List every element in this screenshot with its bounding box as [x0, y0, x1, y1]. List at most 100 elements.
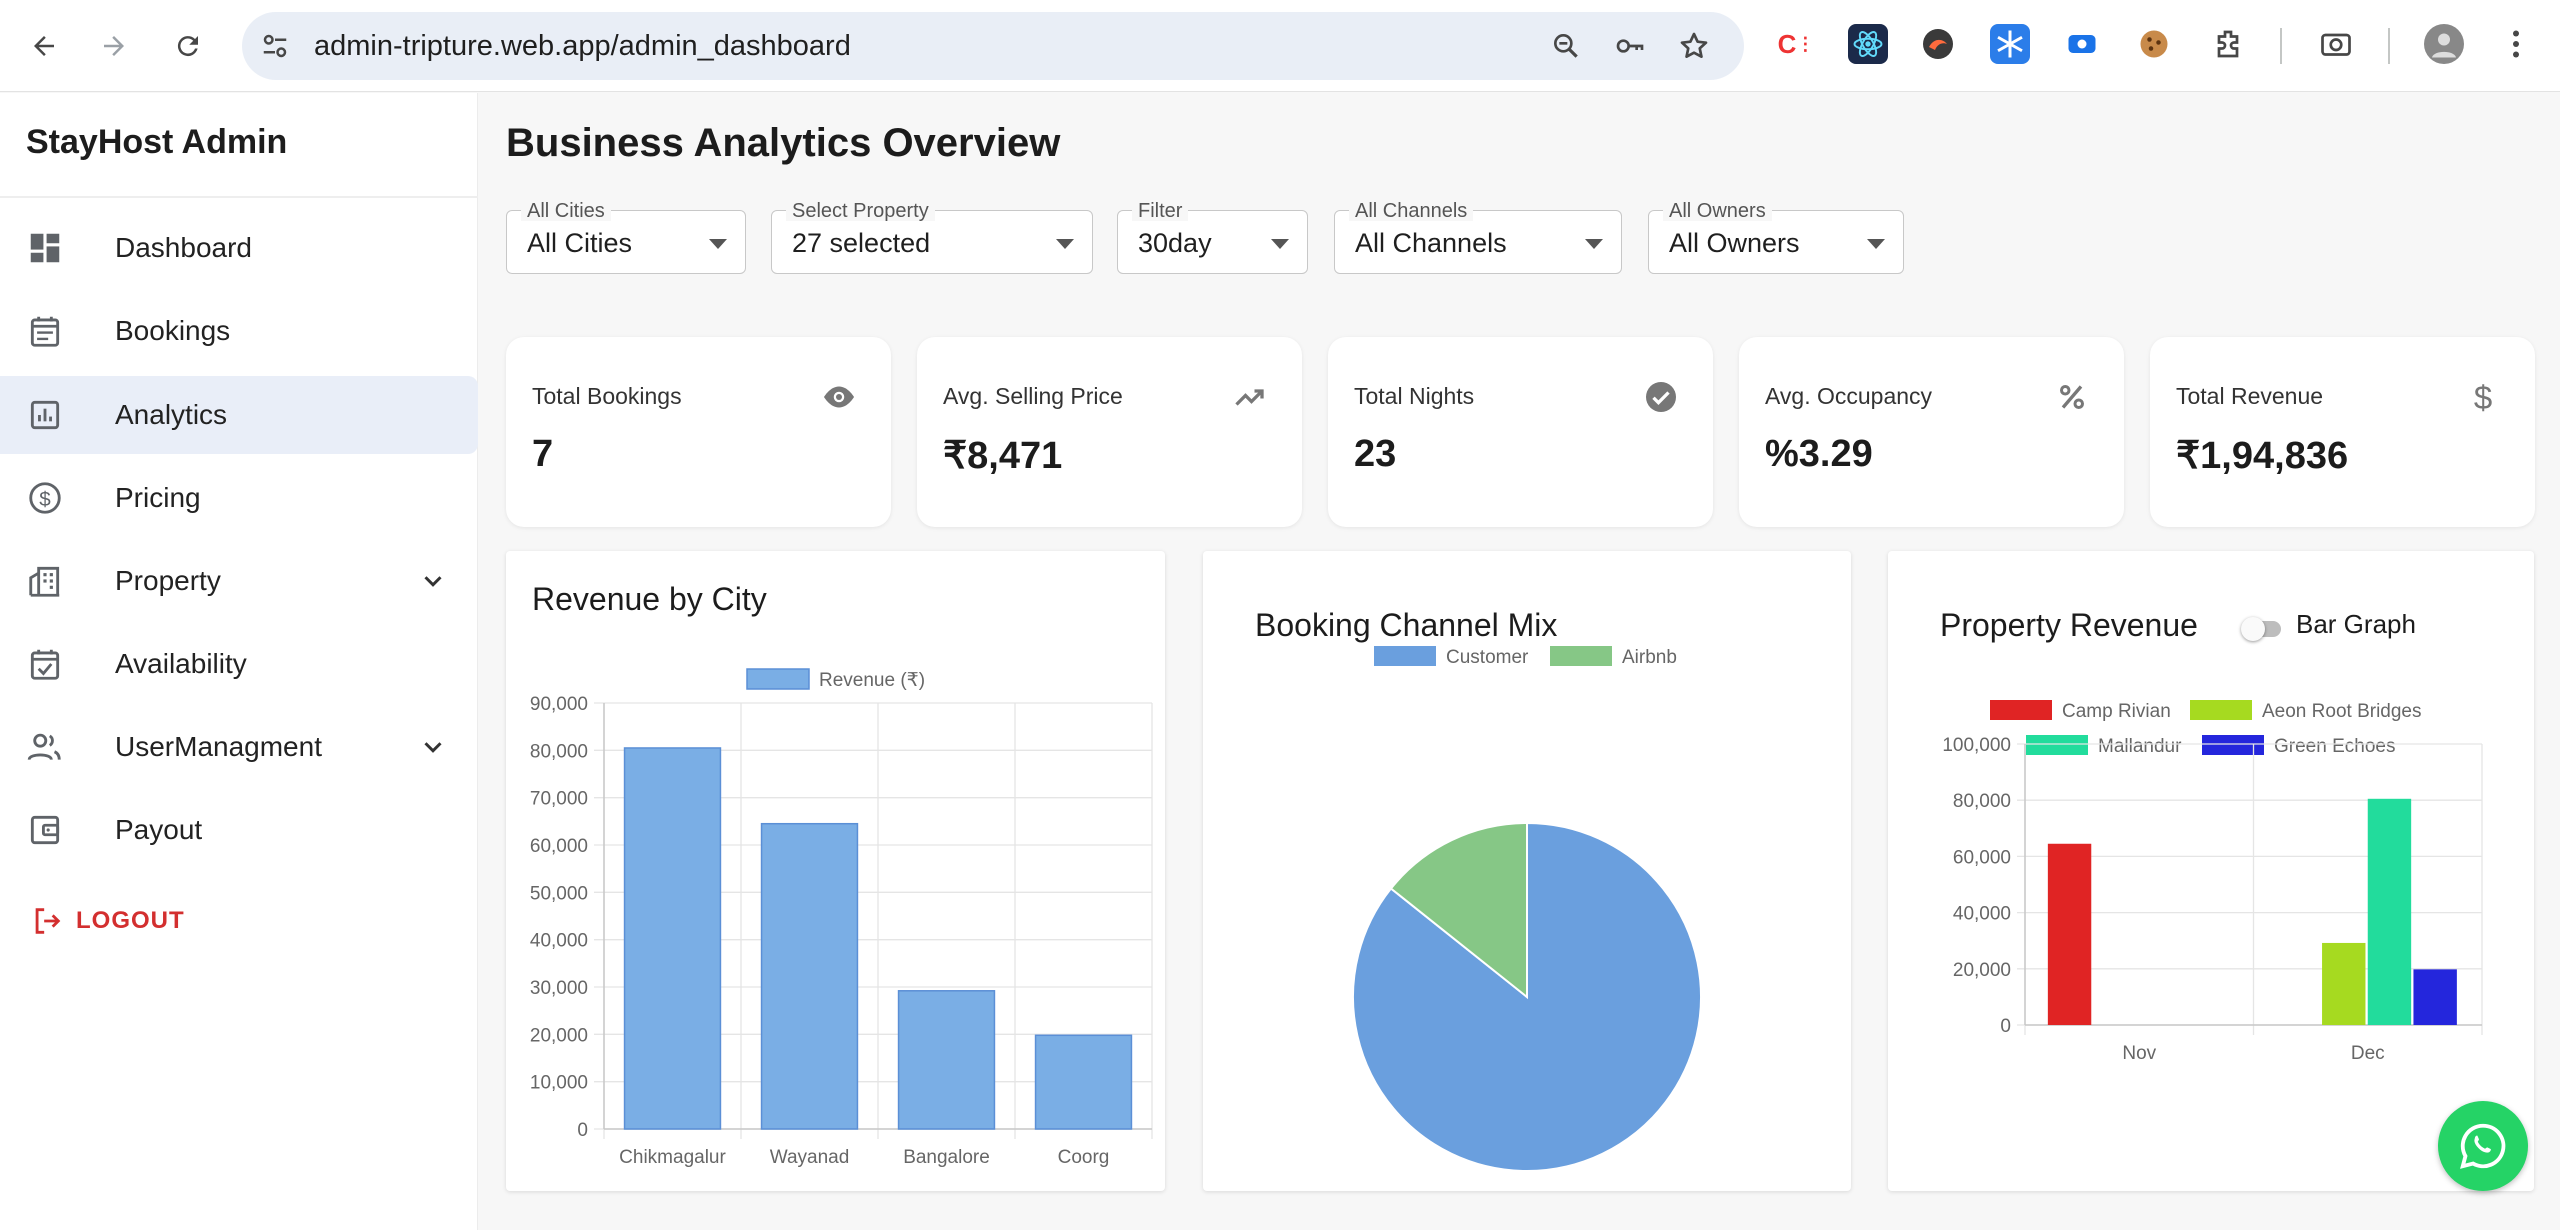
extensions-icon[interactable] — [2208, 24, 2248, 64]
logout-label: LOGOUT — [76, 907, 185, 934]
profile-avatar[interactable] — [2424, 24, 2464, 64]
toolbar-divider — [2280, 28, 2282, 64]
city-select[interactable]: All Cities All Cities — [506, 201, 746, 274]
select-value: 30day — [1138, 228, 1212, 258]
owner-select[interactable]: All Owners All Owners — [1648, 201, 1904, 274]
revenue-by-city-card: Revenue by City Revenue (₹) 90,000 80,000 7… — [506, 551, 1165, 1191]
revenue-by-city-chart: Revenue (₹) 90,000 80,000 70,000 60,000 50,00… — [530, 668, 1153, 1168]
y-tick-label: 40,000 — [530, 931, 588, 952]
bar — [2047, 843, 2092, 1025]
address-bar[interactable]: admin-tripture.web.app/admin_dashboard — [242, 12, 1744, 80]
password-key-icon[interactable] — [1612, 28, 1648, 64]
brand-title: StayHost Admin — [26, 123, 288, 161]
sidebar-item-payout[interactable]: Payout — [0, 791, 478, 869]
sidebar: StayHost Admin Dashboard Bookings Analyt… — [0, 93, 478, 1230]
legend-swatch — [2026, 735, 2088, 755]
zoom-icon[interactable] — [1548, 28, 1584, 64]
logout-icon — [35, 908, 61, 934]
select-label: All Cities — [521, 201, 611, 221]
toggle-knob[interactable] — [2241, 617, 2265, 641]
y-tick-label: 40,000 — [1953, 904, 2011, 925]
menu-kebab-icon[interactable] — [2496, 24, 2536, 64]
sidebar-item-availability[interactable]: Availability — [0, 625, 478, 703]
extension-react-icon[interactable] — [1848, 24, 1888, 64]
building-icon — [26, 562, 64, 600]
chevron-down-icon[interactable] — [418, 732, 448, 762]
booking-channel-mix-card: Booking Channel Mix Customer Airbnb — [1203, 551, 1851, 1191]
stat-value: ₹8,471 — [943, 435, 1063, 477]
y-tick-label: 60,000 — [530, 836, 588, 857]
y-tick-label: 90,000 — [530, 694, 588, 715]
whatsapp-icon — [2460, 1123, 2506, 1169]
toggle-label: Bar Graph — [2296, 609, 2416, 639]
back-icon[interactable] — [20, 22, 68, 70]
sidebar-item-usermanagment[interactable]: UserManagment — [0, 708, 478, 786]
dropdown-arrow-icon — [1867, 239, 1885, 249]
forward-icon[interactable] — [90, 22, 138, 70]
legend-label: Green Echoes — [2274, 736, 2395, 757]
eye-icon — [821, 379, 857, 415]
dropdown-arrow-icon — [1056, 239, 1074, 249]
sidebar-item-analytics[interactable]: Analytics — [0, 376, 478, 454]
y-tick-label: 30,000 — [530, 978, 588, 999]
period-filter-select[interactable]: Filter 30day — [1117, 201, 1308, 274]
stat-card-total-bookings: Total Bookings 7 — [506, 337, 891, 527]
card-title: Property Revenue — [1940, 607, 2198, 643]
stat-title: Avg. Selling Price — [943, 383, 1123, 409]
sidebar-item-bookings[interactable]: Bookings — [0, 292, 478, 370]
legend-label: Airbnb — [1622, 647, 1677, 668]
analytics-icon — [26, 396, 64, 434]
pie-slice — [1389, 821, 1528, 1000]
stat-title: Total Bookings — [532, 383, 682, 409]
property-select[interactable]: Select Property 27 selected — [771, 201, 1093, 274]
legend-swatch — [1550, 646, 1612, 666]
stat-value: ₹1,94,836 — [2176, 435, 2349, 477]
url-text[interactable]: admin-tripture.web.app/admin_dashboard — [314, 30, 851, 62]
y-tick-label: 100,000 — [1942, 735, 2011, 756]
dropdown-arrow-icon — [709, 239, 727, 249]
chevron-down-icon[interactable] — [418, 566, 448, 596]
card-title: Booking Channel Mix — [1255, 607, 1558, 643]
check-circle-icon — [1643, 379, 1679, 415]
logout-button[interactable]: LOGOUT — [30, 904, 185, 938]
legend-swatch — [1990, 700, 2052, 720]
bar — [2322, 942, 2366, 1025]
extension-cookie-icon[interactable] — [2134, 24, 2174, 64]
bar-graph-toggle[interactable] — [2241, 617, 2281, 641]
x-tick-label: Chikmagalur — [619, 1147, 726, 1168]
y-tick-label: 20,000 — [530, 1025, 588, 1046]
legend-swatch — [746, 668, 810, 690]
site-info-icon[interactable] — [260, 31, 290, 61]
dropdown-arrow-icon — [1271, 239, 1289, 249]
sidebar-item-dashboard[interactable]: Dashboard — [0, 209, 478, 287]
whatsapp-button[interactable] — [2438, 1101, 2528, 1191]
channel-select[interactable]: All Channels All Channels — [1334, 201, 1622, 274]
sidebar-item-label: Bookings — [115, 315, 231, 346]
browser-toolbar: admin-tripture.web.app/admin_dashboard C… — [0, 0, 2560, 92]
legend-swatch — [1374, 646, 1436, 666]
y-tick-label: 0 — [2000, 1016, 2011, 1037]
sidebar-item-label: UserManagment — [115, 731, 322, 762]
sidebar-item-property[interactable]: Property — [0, 542, 478, 620]
reload-icon[interactable] — [164, 22, 212, 70]
y-tick-label: 50,000 — [530, 883, 588, 904]
stat-value: %3.29 — [1765, 433, 1873, 475]
select-value: All Owners — [1669, 228, 1800, 258]
sidebar-item-label: Dashboard — [115, 232, 252, 263]
bookmark-star-icon[interactable] — [1676, 28, 1712, 64]
bar — [1034, 1034, 1133, 1130]
extension-record-icon[interactable] — [2062, 24, 2102, 64]
legend-swatch — [2190, 700, 2252, 720]
trending-up-icon — [1232, 379, 1268, 415]
screenshot-icon[interactable] — [2316, 24, 2356, 64]
extension-c-icon[interactable]: C ⋮ — [1777, 28, 1815, 59]
sidebar-item-pricing[interactable]: $ Pricing — [0, 459, 478, 537]
select-value: All Channels — [1355, 228, 1507, 258]
extension-snowflake-icon[interactable] — [1990, 24, 2030, 64]
legend-label: Aeon Root Bridges — [2262, 701, 2422, 722]
page-title: Business Analytics Overview — [506, 121, 1061, 165]
legend-label: Mallandur — [2098, 736, 2182, 757]
calendar-check-icon — [26, 645, 64, 683]
legend-label: Camp Rivian — [2062, 701, 2171, 722]
extension-swirl-icon[interactable] — [1918, 24, 1958, 64]
